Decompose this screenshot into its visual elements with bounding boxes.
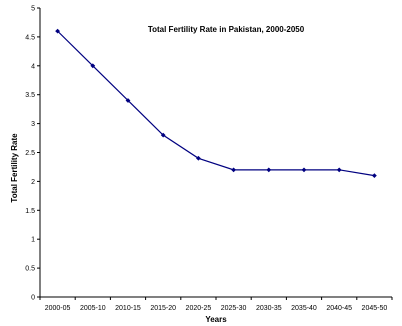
data-point-marker bbox=[266, 167, 272, 173]
x-tick-label: 2040-45 bbox=[326, 305, 352, 312]
x-tick-label: 2010-15 bbox=[115, 305, 141, 312]
y-tick-label: 1 bbox=[31, 237, 35, 244]
y-tick-label: 0 bbox=[31, 295, 35, 302]
x-tick-label: 2045-50 bbox=[362, 305, 388, 312]
series-line bbox=[57, 30, 375, 177]
data-point-marker bbox=[301, 167, 307, 173]
data-point-marker bbox=[125, 98, 131, 103]
y-tick-label: 2 bbox=[31, 179, 35, 186]
data-points bbox=[55, 28, 377, 179]
data-point-marker bbox=[90, 63, 96, 69]
data-point-marker bbox=[372, 173, 377, 179]
y-tick-label: 5 bbox=[31, 6, 35, 13]
x-tick-label: 2005-10 bbox=[80, 305, 106, 312]
chart-title: Total Fertility Rate in Pakistan, 2000-2… bbox=[148, 25, 305, 34]
x-tick-label: 2030-35 bbox=[256, 305, 282, 312]
x-tick-label: 2035-40 bbox=[291, 305, 317, 312]
x-tick-label: 2025-30 bbox=[221, 305, 247, 312]
y-tick-label: 2.5 bbox=[25, 150, 35, 157]
data-point-marker bbox=[55, 28, 60, 34]
y-axis-label: Total Fertility Rate bbox=[10, 133, 19, 203]
x-tick-label: 2020-25 bbox=[186, 305, 212, 312]
data-point-marker bbox=[231, 167, 236, 173]
y-tick-label: 4.5 bbox=[25, 34, 35, 41]
x-axis-label: Years bbox=[205, 315, 227, 324]
y-ticks: 0 0.5 1 1.5 2 2.5 3 3.5 4 4.5 5 bbox=[25, 6, 40, 302]
x-tick-label: 2015-20 bbox=[150, 305, 176, 312]
y-tick-label: 4 bbox=[31, 63, 35, 70]
y-tick-label: 3 bbox=[31, 121, 35, 128]
x-ticks: 2000-05 2005-10 2010-15 2015-20 2020-25 2025-… bbox=[39, 297, 393, 312]
x-tick-label: 2000-05 bbox=[45, 305, 71, 312]
y-tick-label: 0.5 bbox=[25, 266, 35, 273]
data-point-marker bbox=[196, 155, 201, 161]
y-tick-label: 1.5 bbox=[25, 208, 35, 215]
y-tick-label: 3.5 bbox=[25, 92, 35, 99]
data-point-marker bbox=[160, 132, 166, 138]
data-point-marker bbox=[336, 167, 342, 173]
